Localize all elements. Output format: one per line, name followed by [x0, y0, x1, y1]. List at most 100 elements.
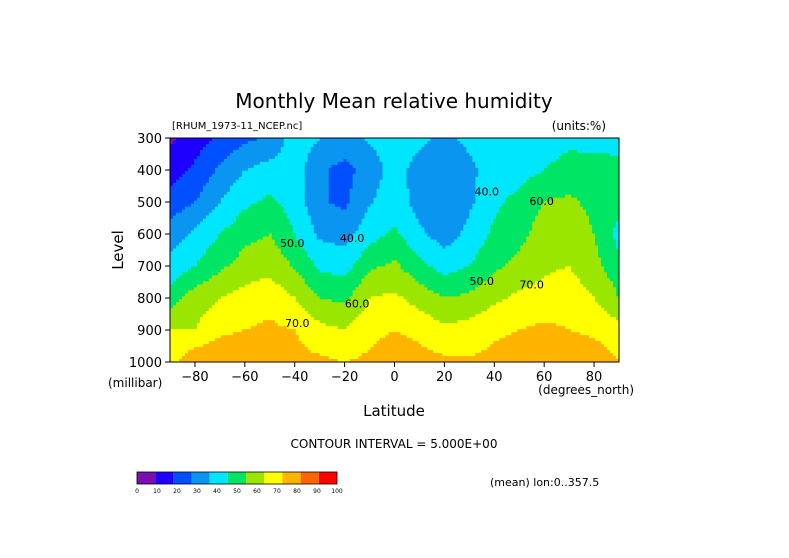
heat-cell: [415, 149, 420, 154]
heat-cell: [304, 138, 309, 142]
heat-cell: [379, 212, 384, 217]
heat-cell: [580, 164, 584, 169]
heat-cell: [280, 224, 285, 229]
heat-cell: [271, 164, 276, 169]
heat-cell: [196, 152, 201, 157]
heat-cell: [547, 206, 551, 211]
heat-cell: [322, 215, 327, 220]
heat-cell: [214, 212, 219, 217]
heat-cell: [193, 206, 198, 211]
heat-cell: [376, 146, 381, 151]
heat-cell: [268, 215, 273, 220]
heat-cell: [286, 138, 291, 142]
heat-cell: [355, 173, 360, 178]
heat-cell: [487, 215, 491, 220]
heat-cell: [364, 173, 369, 178]
heat-cell: [598, 179, 602, 184]
heat-cell: [616, 218, 619, 223]
heat-cell: [250, 146, 255, 151]
heat-cell: [472, 194, 476, 199]
heat-cell: [466, 173, 470, 178]
heat-cell: [259, 138, 264, 142]
heat-cell: [319, 215, 324, 220]
heat-cell: [340, 212, 345, 217]
heat-cell: [433, 138, 437, 142]
heat-cell: [559, 146, 563, 151]
heat-cell: [385, 209, 390, 214]
heat-cell: [613, 143, 617, 148]
heat-cell: [277, 206, 282, 211]
heat-cell: [223, 221, 228, 226]
heat-cell: [559, 176, 563, 181]
heat-cell: [226, 161, 231, 166]
heat-cell: [412, 200, 417, 205]
heat-cell: [562, 158, 566, 163]
heat-cell: [403, 200, 408, 205]
heat-cell: [202, 200, 207, 205]
heat-cell: [517, 185, 521, 190]
heat-cell: [346, 185, 351, 190]
heat-cell: [601, 146, 605, 151]
heat-cell: [517, 191, 521, 196]
heat-cell: [556, 176, 560, 181]
heat-cell: [592, 173, 596, 178]
heat-cell: [367, 164, 372, 169]
heat-cell: [604, 161, 608, 166]
heat-cell: [466, 179, 470, 184]
heat-cell: [541, 212, 545, 217]
heat-cell: [214, 155, 219, 160]
heat-cell: [604, 209, 608, 214]
heat-cell: [523, 176, 527, 181]
heat-cell: [385, 194, 390, 199]
heat-cell: [565, 182, 569, 187]
heat-cell: [475, 218, 479, 223]
heat-cell: [262, 194, 267, 199]
heat-cell: [577, 206, 581, 211]
heat-cell: [499, 224, 503, 229]
heat-cell: [394, 206, 399, 211]
heat-cell: [448, 191, 452, 196]
heat-cell: [568, 188, 572, 193]
heat-cell: [493, 185, 497, 190]
heat-cell: [208, 161, 213, 166]
heat-cell: [283, 188, 288, 193]
heat-cell: [340, 155, 345, 160]
heat-cell: [493, 224, 497, 229]
heat-cell: [457, 167, 461, 172]
heat-cell: [277, 212, 282, 217]
heat-cell: [355, 215, 360, 220]
heat-cell: [337, 167, 342, 172]
heat-cell: [547, 155, 551, 160]
heat-cell: [457, 182, 461, 187]
heat-cell: [412, 143, 417, 148]
heat-cell: [190, 188, 195, 193]
heat-cell: [508, 191, 512, 196]
heat-cell: [235, 155, 240, 160]
heat-cell: [325, 143, 330, 148]
heat-cell: [208, 209, 213, 214]
heat-cell: [550, 161, 554, 166]
heat-cell: [541, 218, 545, 223]
heat-cell: [466, 140, 470, 145]
heat-cell: [298, 138, 303, 142]
heat-cell: [199, 206, 204, 211]
heat-cell: [331, 218, 336, 223]
heat-cell: [403, 221, 408, 226]
heat-cell: [568, 185, 572, 190]
heat-cell: [598, 143, 602, 148]
heat-cell: [346, 218, 351, 223]
heat-cell: [391, 161, 396, 166]
heat-cell: [268, 152, 273, 157]
heat-cell: [487, 179, 491, 184]
heat-cell: [310, 155, 315, 160]
heat-cell: [349, 218, 354, 223]
heat-cell: [415, 138, 420, 142]
heat-cell: [517, 173, 521, 178]
heat-cell: [550, 200, 554, 205]
heat-cell: [223, 191, 228, 196]
heat-cell: [223, 155, 228, 160]
heat-cell: [307, 224, 312, 229]
heat-cell: [328, 185, 333, 190]
heat-cell: [463, 149, 467, 154]
